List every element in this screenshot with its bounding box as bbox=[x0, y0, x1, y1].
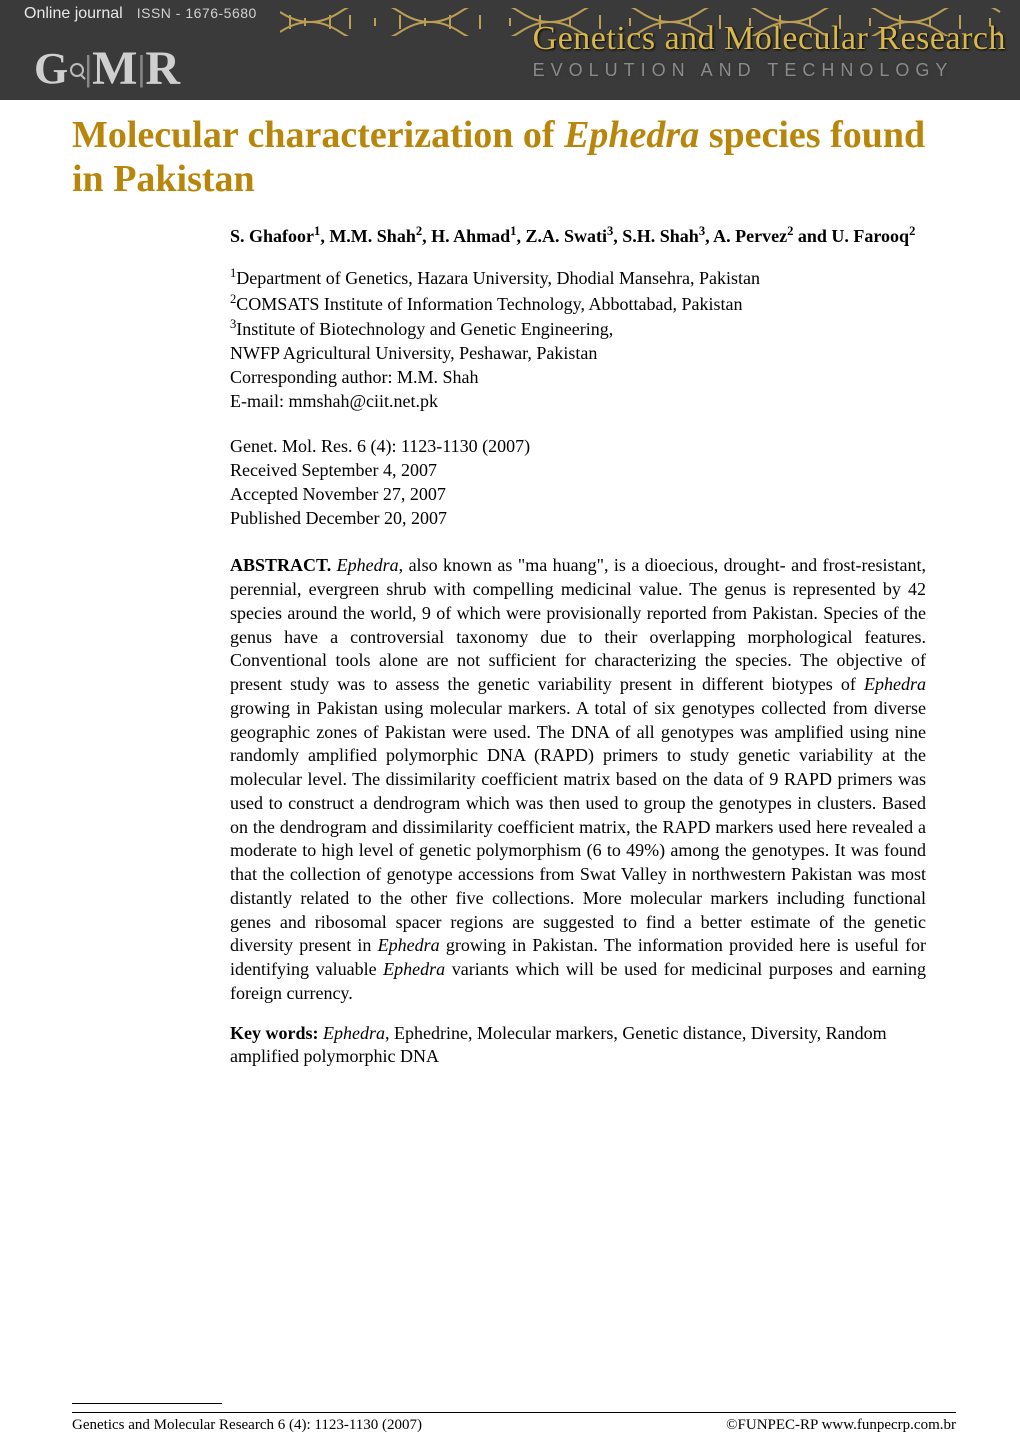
affiliation-line: 2COMSATS Institute of Information Techno… bbox=[230, 291, 926, 317]
affiliation-line: 3Institute of Biotechnology and Genetic … bbox=[230, 316, 926, 342]
abstract-text: Ephedra, also known as "ma huang", is a … bbox=[230, 555, 926, 1003]
affiliation-line: NWFP Agricultural University, Peshawar, … bbox=[230, 342, 926, 366]
authors: S. Ghafoor1, M.M. Shah2, H. Ahmad1, Z.A.… bbox=[230, 223, 926, 248]
article-title: Molecular characterization of Ephedra sp… bbox=[72, 114, 956, 201]
keywords: Key words: Ephedra, Ephedrine, Molecular… bbox=[230, 1022, 926, 1070]
journal-banner: Online journal ISSN - 1676-5680 G | M | … bbox=[0, 0, 1020, 100]
footer-right: ©FUNPEC-RP www.funpecrp.com.br bbox=[726, 1417, 956, 1434]
issn-label: ISSN - 1676-5680 bbox=[137, 5, 257, 21]
lens-icon bbox=[70, 63, 84, 77]
page-footer: Genetics and Molecular Research 6 (4): 1… bbox=[72, 1412, 956, 1434]
affiliation-line: 1Department of Genetics, Hazara Universi… bbox=[230, 265, 926, 291]
accepted-date: Accepted November 27, 2007 bbox=[230, 483, 926, 507]
abstract-label: ABSTRACT. bbox=[230, 555, 331, 575]
footer-left: Genetics and Molecular Research 6 (4): 1… bbox=[72, 1417, 422, 1434]
banner-subtitle: EVOLUTION AND TECHNOLOGY bbox=[533, 60, 1006, 81]
title-line: Molecular characterization of Ephedra sp… bbox=[72, 114, 925, 200]
keywords-text: Ephedra, Ephedrine, Molecular markers, G… bbox=[230, 1023, 887, 1067]
affiliations: 1Department of Genetics, Hazara Universi… bbox=[230, 265, 926, 414]
journal-name: Genetics and Molecular Research bbox=[533, 20, 1006, 58]
keywords-label: Key words: bbox=[230, 1023, 319, 1043]
online-journal-label: Online journal bbox=[24, 5, 123, 23]
publication-info: Genet. Mol. Res. 6 (4): 1123-1130 (2007)… bbox=[230, 435, 926, 530]
footer-short-rule bbox=[72, 1403, 222, 1404]
gmr-logo: G | M | R bbox=[34, 41, 257, 96]
corresponding-author: Corresponding author: M.M. Shah bbox=[230, 366, 926, 390]
citation: Genet. Mol. Res. 6 (4): 1123-1130 (2007) bbox=[230, 435, 926, 459]
email: E-mail: mmshah@ciit.net.pk bbox=[230, 390, 926, 414]
abstract: ABSTRACT. Ephedra, also known as "ma hua… bbox=[230, 554, 926, 1005]
received-date: Received September 4, 2007 bbox=[230, 459, 926, 483]
published-date: Published December 20, 2007 bbox=[230, 507, 926, 531]
